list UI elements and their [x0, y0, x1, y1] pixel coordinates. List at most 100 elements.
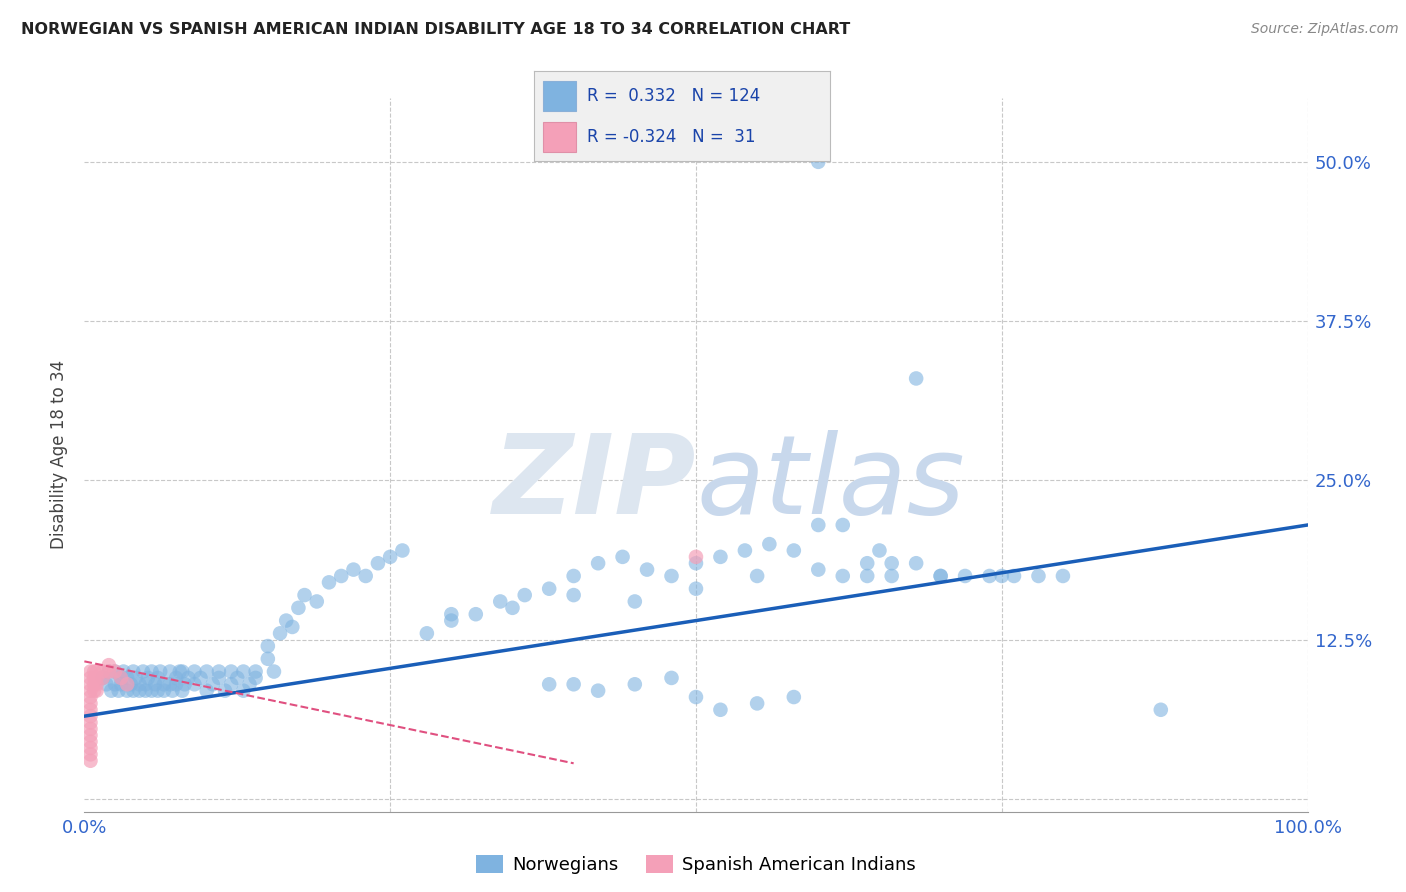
Point	[104, 665, 127, 679]
Point	[86, 671, 108, 685]
Point	[856, 569, 879, 583]
Point	[232, 665, 254, 679]
Point	[709, 703, 731, 717]
Point	[783, 690, 806, 704]
Point	[661, 569, 683, 583]
Point	[953, 569, 976, 583]
Point	[132, 665, 155, 679]
Text: Source: ZipAtlas.com: Source: ZipAtlas.com	[1251, 22, 1399, 37]
Point	[83, 677, 105, 691]
Point	[269, 626, 291, 640]
Point	[257, 639, 280, 653]
Point	[318, 575, 340, 590]
Point	[104, 677, 127, 691]
Point	[214, 683, 236, 698]
Point	[153, 677, 176, 691]
Point	[538, 582, 561, 596]
Point	[624, 594, 647, 608]
Point	[294, 588, 316, 602]
Point	[86, 665, 108, 679]
Point	[165, 671, 187, 685]
Point	[991, 569, 1014, 583]
Point	[173, 677, 195, 691]
Point	[562, 588, 585, 602]
Point	[880, 569, 903, 583]
Point	[342, 563, 364, 577]
Point	[380, 549, 402, 564]
Point	[91, 671, 114, 685]
Point	[685, 556, 707, 570]
Point	[79, 715, 101, 730]
Point	[219, 677, 242, 691]
Point	[880, 556, 903, 570]
Point	[1002, 569, 1025, 583]
Point	[685, 582, 707, 596]
Point	[783, 543, 806, 558]
Text: ZIP: ZIP	[492, 430, 696, 537]
Point	[122, 683, 145, 698]
Point	[1052, 569, 1074, 583]
Point	[172, 683, 194, 698]
Point	[86, 683, 108, 698]
Point	[245, 665, 267, 679]
Point	[661, 671, 683, 685]
Point	[79, 677, 101, 691]
Point	[91, 665, 114, 679]
Point	[183, 677, 205, 691]
Point	[869, 543, 891, 558]
Point	[391, 543, 413, 558]
Point	[96, 677, 118, 691]
Text: R =  0.332   N = 124: R = 0.332 N = 124	[588, 87, 761, 105]
Text: R = -0.324   N =  31: R = -0.324 N = 31	[588, 128, 756, 146]
Point	[807, 154, 830, 169]
Point	[856, 556, 879, 570]
Point	[79, 734, 101, 748]
Point	[586, 683, 609, 698]
Point	[115, 671, 138, 685]
Point	[97, 665, 120, 679]
Point	[709, 549, 731, 564]
Point	[238, 677, 260, 691]
Point	[122, 665, 145, 679]
Point	[143, 677, 166, 691]
Point	[153, 683, 176, 698]
Point	[562, 677, 585, 691]
Point	[513, 588, 536, 602]
Point	[489, 594, 512, 608]
Point	[128, 683, 150, 698]
FancyBboxPatch shape	[543, 81, 575, 111]
Point	[747, 569, 769, 583]
Point	[79, 741, 101, 756]
Point	[100, 683, 122, 698]
Point	[162, 683, 184, 698]
Point	[905, 556, 928, 570]
Point	[169, 665, 191, 679]
Point	[685, 549, 707, 564]
Point	[208, 665, 231, 679]
Point	[831, 569, 853, 583]
Point	[1150, 703, 1173, 717]
Point	[79, 703, 101, 717]
Point	[440, 607, 463, 622]
Point	[128, 677, 150, 691]
Point	[685, 690, 707, 704]
Point	[79, 671, 101, 685]
Point	[79, 754, 101, 768]
Text: atlas: atlas	[696, 430, 965, 537]
Point	[141, 683, 163, 698]
Point	[354, 569, 377, 583]
Point	[79, 697, 101, 711]
Point	[734, 543, 756, 558]
Point	[135, 683, 157, 698]
Point	[979, 569, 1001, 583]
Point	[183, 665, 205, 679]
Point	[538, 677, 561, 691]
Legend: Norwegians, Spanish American Indians: Norwegians, Spanish American Indians	[470, 847, 922, 881]
Point	[219, 665, 242, 679]
Point	[440, 614, 463, 628]
Point	[612, 549, 634, 564]
Point	[107, 683, 129, 698]
Point	[83, 665, 105, 679]
Point	[305, 594, 328, 608]
Point	[91, 671, 114, 685]
